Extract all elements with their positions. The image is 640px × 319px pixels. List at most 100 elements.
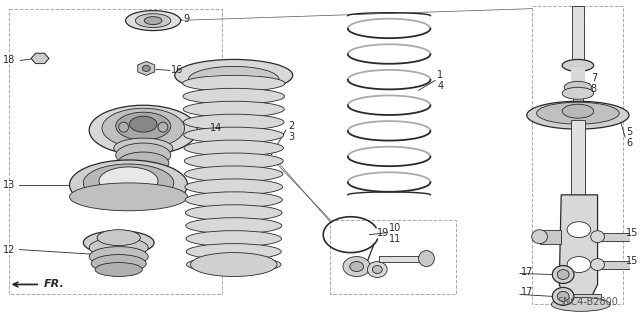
Ellipse shape xyxy=(185,192,282,208)
Ellipse shape xyxy=(118,122,129,132)
Ellipse shape xyxy=(175,59,292,91)
Ellipse shape xyxy=(562,59,594,71)
Text: FR.: FR. xyxy=(44,279,65,289)
Ellipse shape xyxy=(562,87,594,99)
Ellipse shape xyxy=(183,101,284,117)
Bar xyxy=(99,185,158,197)
Text: 18: 18 xyxy=(3,56,15,65)
Ellipse shape xyxy=(552,265,574,284)
Ellipse shape xyxy=(95,263,142,277)
Ellipse shape xyxy=(91,255,146,272)
Text: 6: 6 xyxy=(626,138,632,148)
Ellipse shape xyxy=(185,179,283,195)
Ellipse shape xyxy=(136,14,171,27)
Polygon shape xyxy=(559,195,598,300)
Bar xyxy=(540,230,561,244)
Text: 8: 8 xyxy=(591,84,597,94)
Text: 19: 19 xyxy=(378,228,390,238)
Ellipse shape xyxy=(125,11,180,31)
Ellipse shape xyxy=(562,104,594,118)
Ellipse shape xyxy=(552,287,574,305)
Ellipse shape xyxy=(184,127,284,143)
Polygon shape xyxy=(31,53,49,63)
Bar xyxy=(209,75,259,264)
Text: 14: 14 xyxy=(210,123,222,133)
Ellipse shape xyxy=(116,112,171,140)
Ellipse shape xyxy=(83,231,154,255)
Text: 7: 7 xyxy=(591,73,597,83)
Bar xyxy=(573,65,583,155)
Ellipse shape xyxy=(183,88,285,104)
Ellipse shape xyxy=(343,256,371,277)
Ellipse shape xyxy=(358,262,371,272)
Text: 5: 5 xyxy=(626,127,632,137)
Ellipse shape xyxy=(184,166,283,182)
Ellipse shape xyxy=(536,102,620,124)
Ellipse shape xyxy=(591,259,604,271)
Text: 4: 4 xyxy=(437,81,444,91)
Ellipse shape xyxy=(70,183,188,211)
Ellipse shape xyxy=(184,114,284,130)
Ellipse shape xyxy=(367,262,387,278)
Ellipse shape xyxy=(567,222,591,238)
Ellipse shape xyxy=(567,256,591,272)
Ellipse shape xyxy=(142,65,150,71)
Polygon shape xyxy=(138,62,155,75)
Ellipse shape xyxy=(552,297,611,311)
Text: 9: 9 xyxy=(184,14,189,24)
Ellipse shape xyxy=(99,167,158,195)
Ellipse shape xyxy=(182,75,285,91)
Text: 2: 2 xyxy=(288,121,294,131)
Bar xyxy=(572,6,584,65)
Ellipse shape xyxy=(189,66,279,92)
Text: 17: 17 xyxy=(521,266,533,277)
Text: 3: 3 xyxy=(288,132,294,142)
Bar xyxy=(571,120,585,230)
Ellipse shape xyxy=(591,231,604,243)
Ellipse shape xyxy=(532,230,547,244)
Ellipse shape xyxy=(186,205,282,221)
Ellipse shape xyxy=(89,238,148,257)
Ellipse shape xyxy=(70,160,188,210)
Text: 10: 10 xyxy=(389,223,401,233)
Ellipse shape xyxy=(186,256,281,272)
Ellipse shape xyxy=(564,81,592,93)
Bar xyxy=(598,233,639,241)
Text: 13: 13 xyxy=(3,180,15,190)
Bar xyxy=(571,67,585,89)
Ellipse shape xyxy=(186,244,281,260)
Ellipse shape xyxy=(419,251,435,267)
Ellipse shape xyxy=(184,140,284,156)
Text: 1: 1 xyxy=(437,70,444,80)
Text: 17: 17 xyxy=(521,287,533,297)
Bar xyxy=(598,261,639,269)
Ellipse shape xyxy=(114,138,173,158)
Ellipse shape xyxy=(89,247,148,267)
Ellipse shape xyxy=(633,259,640,271)
Bar xyxy=(380,256,426,262)
Text: SNC4-B2800: SNC4-B2800 xyxy=(557,297,618,307)
Ellipse shape xyxy=(83,164,174,202)
Ellipse shape xyxy=(158,122,168,132)
Bar xyxy=(104,243,134,256)
Ellipse shape xyxy=(97,230,140,246)
Ellipse shape xyxy=(191,253,277,277)
Bar xyxy=(561,294,600,304)
Ellipse shape xyxy=(144,17,162,25)
Ellipse shape xyxy=(633,231,640,243)
Ellipse shape xyxy=(557,292,569,301)
Ellipse shape xyxy=(184,153,283,169)
Text: 15: 15 xyxy=(626,256,639,265)
Text: 16: 16 xyxy=(171,65,183,75)
Ellipse shape xyxy=(372,265,382,273)
Ellipse shape xyxy=(186,231,282,247)
Ellipse shape xyxy=(186,218,282,234)
Ellipse shape xyxy=(557,270,569,279)
Ellipse shape xyxy=(102,108,184,148)
Text: 11: 11 xyxy=(389,234,401,244)
Text: 12: 12 xyxy=(3,245,15,255)
Ellipse shape xyxy=(350,262,364,271)
Ellipse shape xyxy=(89,105,197,155)
Ellipse shape xyxy=(116,143,171,167)
Ellipse shape xyxy=(129,116,157,132)
